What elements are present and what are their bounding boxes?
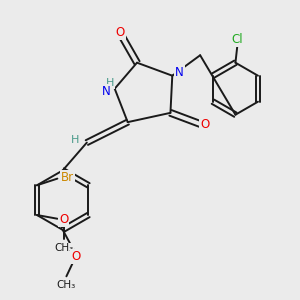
Text: N: N xyxy=(175,66,184,79)
Text: O: O xyxy=(59,213,68,226)
Text: H: H xyxy=(106,78,114,88)
Text: O: O xyxy=(116,26,125,39)
Text: Cl: Cl xyxy=(232,33,243,46)
Text: N: N xyxy=(102,85,111,98)
Text: O: O xyxy=(71,250,80,263)
Text: CH₃: CH₃ xyxy=(56,280,75,290)
Text: O: O xyxy=(200,118,209,131)
Text: CH₃: CH₃ xyxy=(54,244,73,254)
Text: Br: Br xyxy=(61,171,74,184)
Text: H: H xyxy=(71,135,79,145)
